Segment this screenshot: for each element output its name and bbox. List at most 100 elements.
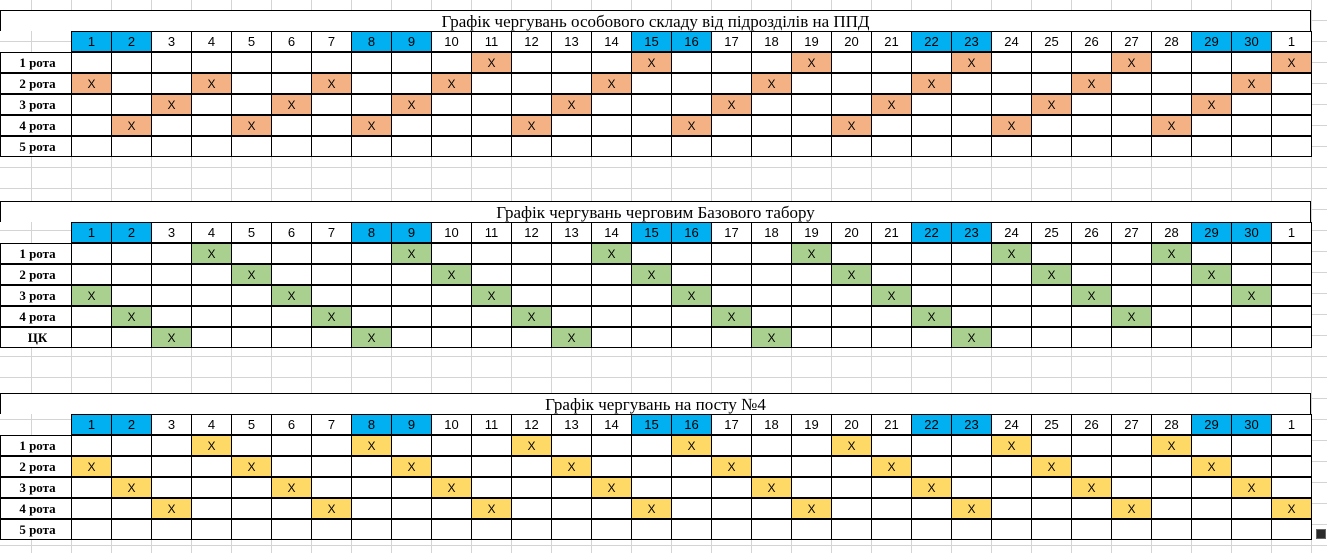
duty-mark-cell[interactable]: X: [391, 243, 432, 264]
empty-cell[interactable]: [511, 52, 552, 73]
empty-cell[interactable]: [551, 52, 592, 73]
empty-cell[interactable]: [1031, 285, 1072, 306]
empty-cell[interactable]: [751, 94, 792, 115]
empty-cell[interactable]: [631, 115, 672, 136]
empty-cell[interactable]: [831, 327, 872, 348]
empty-cell[interactable]: [1151, 52, 1192, 73]
empty-cell[interactable]: [191, 52, 232, 73]
duty-mark-cell[interactable]: X: [711, 306, 752, 327]
empty-cell[interactable]: [1271, 94, 1312, 115]
duty-mark-cell[interactable]: X: [991, 115, 1032, 136]
empty-cell[interactable]: [1231, 456, 1272, 477]
empty-cell[interactable]: [671, 519, 712, 540]
day-header-cell[interactable]: 22: [911, 222, 952, 243]
empty-cell[interactable]: [1151, 456, 1192, 477]
row-label[interactable]: 5 рота: [0, 519, 72, 540]
empty-cell[interactable]: [111, 327, 152, 348]
day-header-cell[interactable]: 28: [1151, 222, 1192, 243]
empty-cell[interactable]: [271, 264, 312, 285]
empty-cell[interactable]: [791, 285, 832, 306]
row-label[interactable]: 4 рота: [0, 498, 72, 519]
empty-cell[interactable]: [1071, 435, 1112, 456]
empty-cell[interactable]: [831, 456, 872, 477]
empty-cell[interactable]: [871, 435, 912, 456]
empty-cell[interactable]: [991, 327, 1032, 348]
empty-cell[interactable]: [351, 306, 392, 327]
empty-cell[interactable]: [1271, 477, 1312, 498]
empty-cell[interactable]: [1031, 477, 1072, 498]
table-title[interactable]: Графік чергувань особового складу від пі…: [0, 10, 1311, 31]
duty-mark-cell[interactable]: X: [991, 435, 1032, 456]
empty-cell[interactable]: [871, 73, 912, 94]
empty-cell[interactable]: [271, 435, 312, 456]
empty-cell[interactable]: [591, 306, 632, 327]
day-header-cell[interactable]: 19: [791, 414, 832, 435]
duty-mark-cell[interactable]: X: [991, 243, 1032, 264]
duty-mark-cell[interactable]: X: [1111, 52, 1152, 73]
empty-cell[interactable]: [431, 136, 472, 157]
row-label[interactable]: 2 рота: [0, 456, 72, 477]
empty-cell[interactable]: [671, 327, 712, 348]
empty-cell[interactable]: [751, 306, 792, 327]
empty-cell[interactable]: [911, 285, 952, 306]
empty-cell[interactable]: [1071, 306, 1112, 327]
empty-cell[interactable]: [71, 94, 112, 115]
empty-cell[interactable]: [71, 435, 112, 456]
day-header-cell[interactable]: 18: [751, 414, 792, 435]
empty-cell[interactable]: [471, 136, 512, 157]
day-header-cell[interactable]: 27: [1111, 31, 1152, 52]
empty-cell[interactable]: [351, 456, 392, 477]
empty-cell[interactable]: [511, 327, 552, 348]
day-header-cell[interactable]: 18: [751, 31, 792, 52]
empty-cell[interactable]: [831, 285, 872, 306]
empty-cell[interactable]: [511, 94, 552, 115]
duty-mark-cell[interactable]: X: [391, 456, 432, 477]
empty-cell[interactable]: [1111, 264, 1152, 285]
empty-cell[interactable]: [671, 264, 712, 285]
empty-cell[interactable]: [551, 519, 592, 540]
day-header-cell[interactable]: 30: [1231, 414, 1272, 435]
empty-cell[interactable]: [471, 477, 512, 498]
day-header-cell[interactable]: 28: [1151, 414, 1192, 435]
day-header-cell[interactable]: 11: [471, 31, 512, 52]
duty-mark-cell[interactable]: X: [671, 285, 712, 306]
empty-cell[interactable]: [71, 306, 112, 327]
empty-cell[interactable]: [1111, 285, 1152, 306]
empty-cell[interactable]: [311, 435, 352, 456]
empty-cell[interactable]: [671, 243, 712, 264]
row-label[interactable]: 3 рота: [0, 94, 72, 115]
empty-cell[interactable]: [111, 136, 152, 157]
row-label[interactable]: 2 рота: [0, 73, 72, 94]
empty-cell[interactable]: [711, 519, 752, 540]
empty-cell[interactable]: [431, 285, 472, 306]
day-header-cell[interactable]: 17: [711, 222, 752, 243]
empty-cell[interactable]: [591, 327, 632, 348]
empty-cell[interactable]: [1111, 73, 1152, 94]
empty-cell[interactable]: [111, 94, 152, 115]
empty-cell[interactable]: [391, 519, 432, 540]
day-header-cell[interactable]: 9: [391, 31, 432, 52]
duty-mark-cell[interactable]: X: [1151, 115, 1192, 136]
duty-mark-cell[interactable]: X: [71, 285, 112, 306]
empty-cell[interactable]: [231, 243, 272, 264]
empty-cell[interactable]: [711, 327, 752, 348]
empty-cell[interactable]: [1231, 94, 1272, 115]
empty-cell[interactable]: [751, 519, 792, 540]
empty-cell[interactable]: [951, 306, 992, 327]
day-header-cell[interactable]: 13: [551, 222, 592, 243]
empty-cell[interactable]: [951, 477, 992, 498]
empty-cell[interactable]: [191, 115, 232, 136]
empty-cell[interactable]: [1031, 52, 1072, 73]
empty-cell[interactable]: [871, 327, 912, 348]
day-header-cell[interactable]: 8: [351, 414, 392, 435]
day-header-cell[interactable]: 12: [511, 222, 552, 243]
duty-mark-cell[interactable]: X: [271, 94, 312, 115]
duty-mark-cell[interactable]: X: [1031, 94, 1072, 115]
empty-cell[interactable]: [591, 498, 632, 519]
duty-mark-cell[interactable]: X: [631, 498, 672, 519]
empty-cell[interactable]: [1071, 136, 1112, 157]
empty-cell[interactable]: [711, 435, 752, 456]
duty-mark-cell[interactable]: X: [1031, 456, 1072, 477]
day-header-cell[interactable]: 11: [471, 222, 512, 243]
empty-cell[interactable]: [911, 327, 952, 348]
